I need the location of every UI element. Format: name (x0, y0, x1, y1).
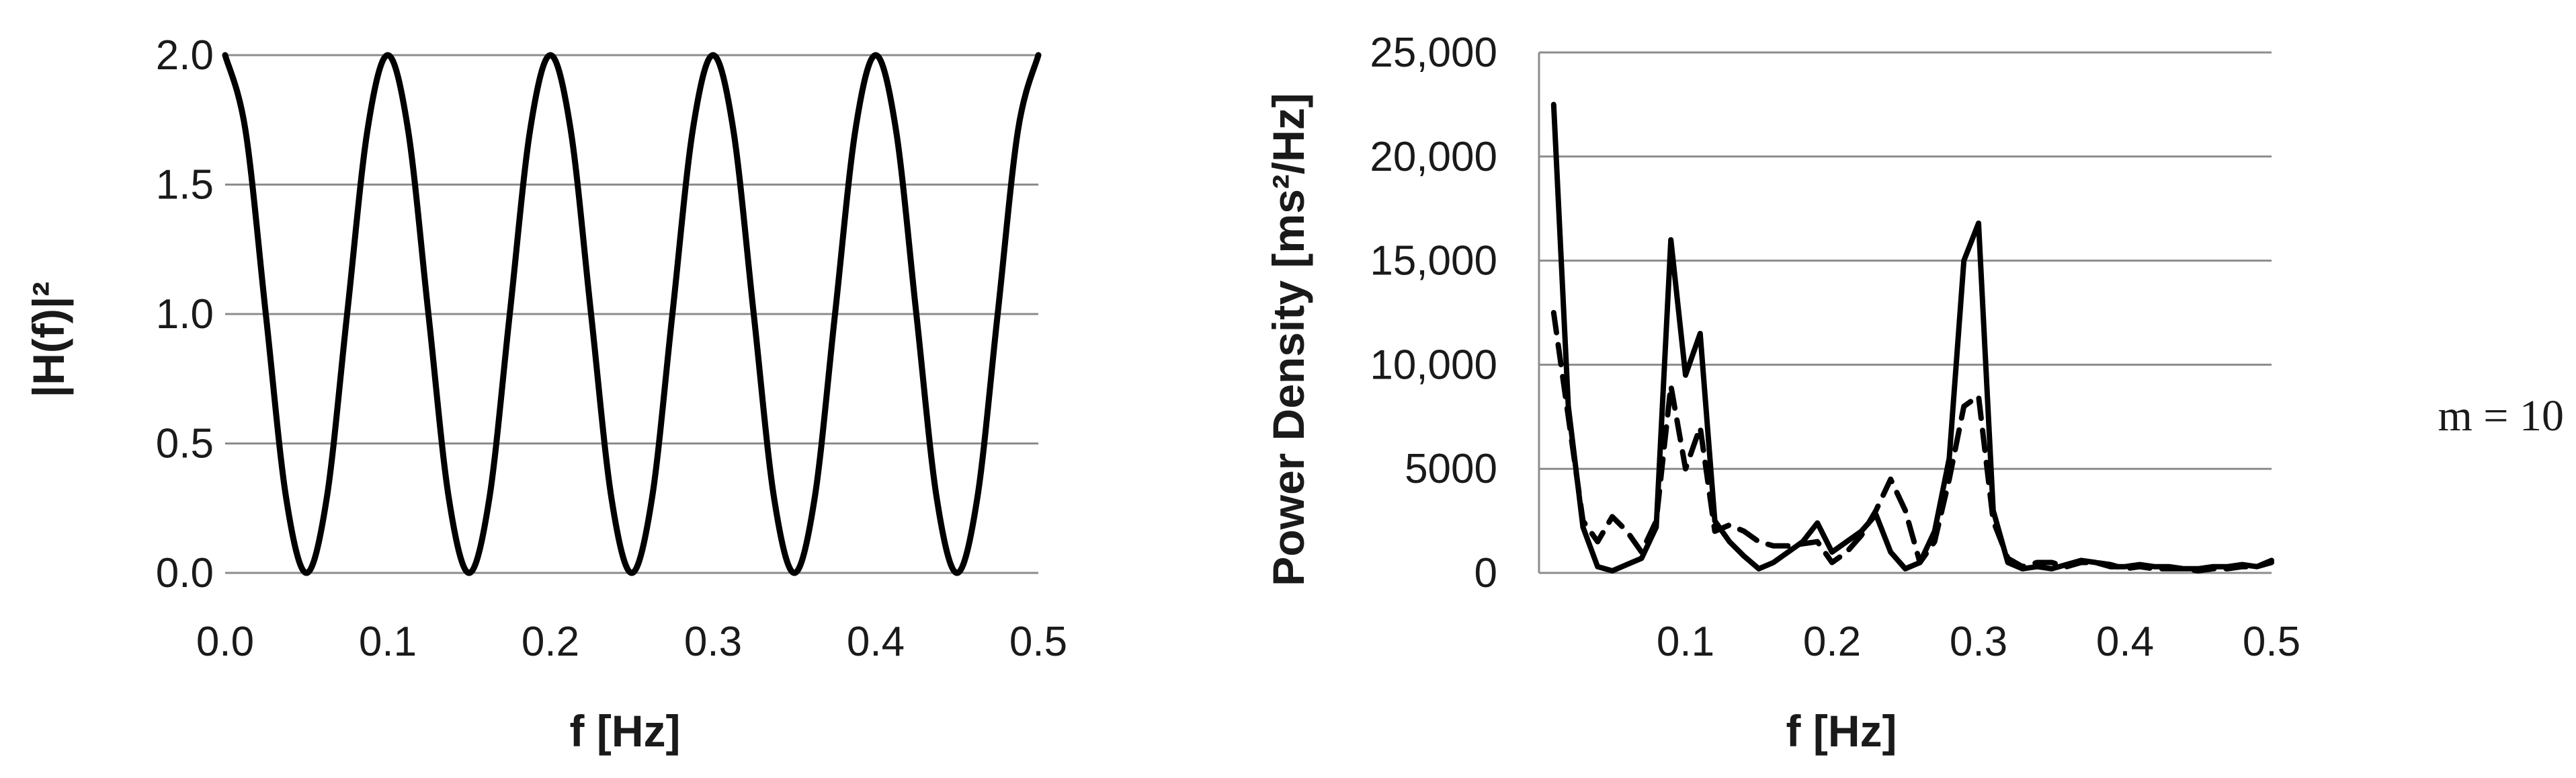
series-group (1550, 102, 2274, 574)
x-tick-label: 0.2 (1803, 619, 1861, 665)
series-line-solid (222, 52, 1042, 576)
x-tick-labels: 0.0 0.1 0.2 0.3 0.4 0.5 (196, 619, 1067, 665)
series-group (222, 52, 1042, 576)
x-tick-label: 0.5 (2243, 619, 2300, 665)
y-tick-label: 10,000 (1370, 342, 1497, 388)
y-tick-label: 2.0 (156, 32, 214, 79)
y-tick-label: 5000 (1405, 446, 1497, 492)
annotation-m: m = 10 (2438, 391, 2564, 440)
y-tick-label: 15,000 (1370, 238, 1497, 284)
x-tick-labels: 0.1 0.2 0.3 0.4 0.5 (1657, 619, 2300, 665)
x-tick-label: 0.3 (1950, 619, 2007, 665)
y-tick-label: 1.0 (156, 291, 214, 338)
y-axis-title: |H(f)|² (24, 282, 75, 398)
x-axis-title: f [Hz] (1786, 706, 1897, 756)
y-tick-label: 0 (1474, 550, 1497, 596)
x-tick-label: 0.5 (1009, 619, 1067, 665)
gridlines (1538, 51, 2272, 574)
y-tick-label: 20,000 (1370, 134, 1497, 180)
x-tick-label: 0.4 (2096, 619, 2154, 665)
x-tick-label: 0.1 (359, 619, 417, 665)
series-line-solid (1550, 102, 2274, 574)
x-tick-label: 0.2 (522, 619, 579, 665)
x-tick-label: 0.1 (1657, 619, 1714, 665)
x-tick-label: 0.0 (196, 619, 254, 665)
y-tick-label: 1.5 (156, 162, 214, 208)
chart-transfer-function: 0.0 0.5 1.0 1.5 2.0 0.0 0.1 0.2 0.3 0.4 0.5 f [Hz… (24, 32, 1067, 756)
y-tick-label: 25,000 (1370, 30, 1497, 76)
y-tick-labels: 0.0 0.5 1.0 1.5 2.0 (156, 32, 214, 596)
x-axis-title: f [Hz] (570, 706, 681, 756)
series-line-dashed (1550, 310, 2274, 574)
y-tick-label: 0.0 (156, 550, 214, 596)
x-tick-label: 0.3 (684, 619, 742, 665)
y-tick-labels: 0 5000 10,000 15,000 20,000 25,000 (1370, 30, 1497, 596)
y-axis-title: Power Density [ms²/Hz] (1263, 93, 1313, 586)
x-tick-label: 0.4 (847, 619, 905, 665)
y-tick-label: 0.5 (156, 421, 214, 467)
